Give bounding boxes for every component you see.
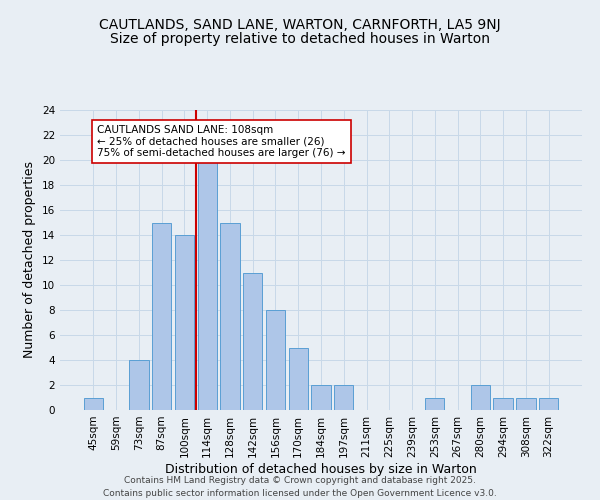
Bar (129, 360, 149, 410)
Text: Size of property relative to detached houses in Warton: Size of property relative to detached ho… (110, 32, 490, 46)
Bar (220, 222, 239, 410)
Bar (334, 385, 353, 410)
Bar (152, 222, 172, 410)
Bar (197, 160, 217, 410)
Bar (425, 398, 445, 410)
Text: CAUTLANDS SAND LANE: 108sqm
← 25% of detached houses are smaller (26)
75% of sem: CAUTLANDS SAND LANE: 108sqm ← 25% of det… (97, 125, 346, 158)
Bar (289, 348, 308, 410)
X-axis label: Distribution of detached houses by size in Warton: Distribution of detached houses by size … (165, 462, 477, 475)
Bar (311, 385, 331, 410)
Bar (243, 272, 262, 410)
Bar (516, 398, 536, 410)
Bar (84, 398, 103, 410)
Bar (470, 385, 490, 410)
Y-axis label: Number of detached properties: Number of detached properties (23, 162, 37, 358)
Bar (493, 398, 513, 410)
Text: Contains HM Land Registry data © Crown copyright and database right 2025.
Contai: Contains HM Land Registry data © Crown c… (103, 476, 497, 498)
Bar (539, 398, 558, 410)
Text: CAUTLANDS, SAND LANE, WARTON, CARNFORTH, LA5 9NJ: CAUTLANDS, SAND LANE, WARTON, CARNFORTH,… (99, 18, 501, 32)
Bar (175, 235, 194, 410)
Bar (266, 310, 285, 410)
